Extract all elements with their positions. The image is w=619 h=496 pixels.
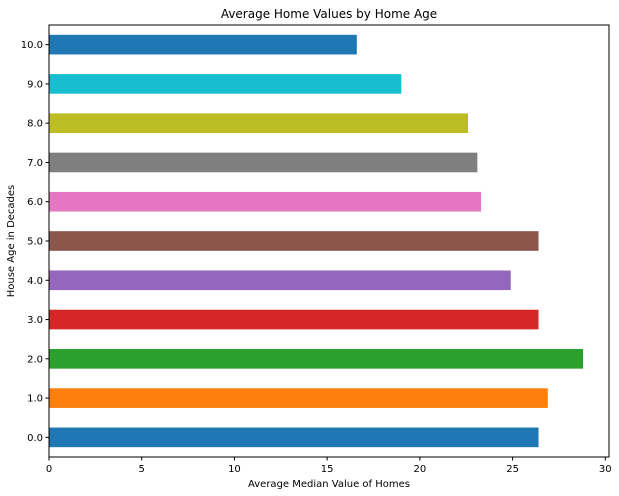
y-tick-label: 4.0 xyxy=(27,276,43,287)
plot-frame xyxy=(48,24,610,458)
bar-5.0 xyxy=(49,231,539,251)
bars-layer xyxy=(49,34,584,448)
x-tick-label: 25 xyxy=(506,464,519,475)
bar-10.0 xyxy=(49,34,357,55)
bar-7.0 xyxy=(49,152,478,173)
y-tick-label: 6.0 xyxy=(27,197,43,208)
y-tick-label: 2.0 xyxy=(27,354,43,365)
y-tick-label: 7.0 xyxy=(27,158,43,169)
y-tick-label: 10.0 xyxy=(21,40,43,51)
y-axis-label: House Age in Decades xyxy=(6,185,17,298)
y-tick-label: 1.0 xyxy=(27,394,43,405)
ticks-layer: 0.0 1.0 2.0 3.0 4.0 5.0 6.0 7.0 8.0 9.0 10.0 0 5 10 15… xyxy=(21,40,612,475)
x-tick-label: 30 xyxy=(599,464,612,475)
x-axis-label: Average Median Value of Homes xyxy=(248,479,410,490)
x-tick-label: 5 xyxy=(139,464,145,475)
bar-4.0 xyxy=(49,270,511,291)
x-tick-label: 10 xyxy=(228,464,241,475)
bar-6.0 xyxy=(49,191,482,212)
y-tick-label: 3.0 xyxy=(27,315,43,326)
bar-3.0 xyxy=(49,309,539,330)
y-tick-label: 5.0 xyxy=(27,237,43,248)
bar-8.0 xyxy=(49,113,469,133)
bar-1.0 xyxy=(49,388,548,408)
y-tick-label: 9.0 xyxy=(27,79,43,90)
bar-2.0 xyxy=(49,349,584,369)
x-tick-label: 0 xyxy=(46,464,52,475)
x-tick-label: 15 xyxy=(321,464,334,475)
x-tick-label: 20 xyxy=(413,464,426,475)
bar-9.0 xyxy=(49,74,402,94)
y-tick-label: 0.0 xyxy=(27,433,43,444)
bar-0.0 xyxy=(49,427,539,448)
chart-title: Average Home Values by Home Age xyxy=(221,7,437,21)
y-tick-label: 8.0 xyxy=(27,119,43,130)
